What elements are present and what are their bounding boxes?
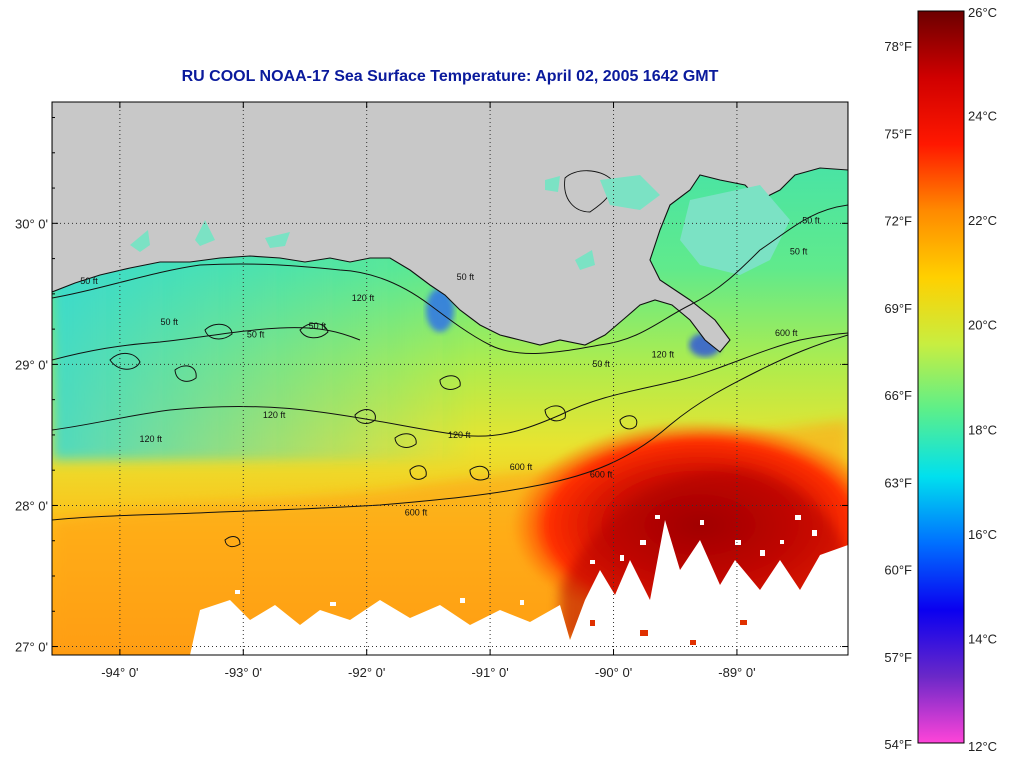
contour-label: 50 ft [80,276,98,286]
contour-label: 50 ft [790,246,808,256]
colorbar-fahrenheit-label: 66°F [884,388,912,403]
contour-label: 120 ft [263,410,286,420]
contour-label: 120 ft [448,430,471,440]
colorbar-celsius-label: 24°C [968,109,997,124]
lon-tick-label: -90° 0' [595,665,632,680]
grid-lines [52,102,848,655]
colorbar-celsius-label: 26°C [968,5,997,20]
colorbar-fahrenheit-label: 54°F [884,737,912,752]
colorbar-celsius-label: 20°C [968,318,997,333]
colorbar-fahrenheit-label: 69°F [884,301,912,316]
no-data-region [190,520,848,655]
colorbar-celsius-label: 16°C [968,527,997,542]
contour-label: 120 ft [352,293,375,303]
lon-tick-label: -91° 0' [471,665,508,680]
colorbar-fahrenheit-label: 63°F [884,475,912,490]
contour-label: 50 ft [592,359,610,369]
no-data-speckle [235,515,817,606]
land-mass-louisiana [52,102,848,353]
contour-label: 120 ft [652,349,675,359]
land-island [564,170,613,213]
bathymetry-contours [52,204,848,548]
contour-120ft [52,332,848,437]
lon-tick-label: -94° 0' [101,665,138,680]
map-plot-area: 50 ft 50 ft 50 ft 50 ft 50 ft 50 ft 50 ft 50 ft… [52,102,848,655]
colorbar-fahrenheit-label: 75°F [884,126,912,141]
map-frame [51,101,849,656]
axis-labels: -94° 0' -93° 0' -92° 0' -91° 0' -90° 0' -89° … [15,216,756,680]
lat-tick-label: 30° 0' [15,216,48,231]
lon-tick-label: -92° 0' [348,665,385,680]
colorbar-fahrenheit-label: 60°F [884,563,912,578]
lat-tick-label: 28° 0' [15,498,48,513]
lon-tick-label: -89° 0' [718,665,755,680]
contour-label: 50 ft [160,317,178,327]
contour-label: 50 ft [309,321,327,331]
colorbar-celsius-label: 22°C [968,213,997,228]
lon-tick-label: -93° 0' [225,665,262,680]
contour-label: 600 ft [405,507,428,517]
colorbar-fahrenheit-label: 57°F [884,650,912,665]
contour-label-layer: 50 ft 50 ft 50 ft 50 ft 50 ft 50 ft 50 ft 50 ft… [80,215,820,517]
contour-600ft [52,334,848,521]
colorbar-labels: 26°C 24°C 22°C 20°C 18°C 16°C 14°C 12°C 78°F 75°F… [884,5,997,754]
contour-label: 50 ft [802,215,820,225]
lat-tick-label: 29° 0' [15,357,48,372]
colorbar-celsius-label: 14°C [968,631,997,646]
colorbar-fahrenheit-label: 72°F [884,214,912,229]
contour-50ft-inner [52,327,361,361]
contour-label: 600 ft [775,328,798,338]
contour-50ft [52,204,848,354]
colorbar-celsius-label: 18°C [968,422,997,437]
colorbar [917,10,965,744]
contour-label: 50 ft [247,330,265,340]
lat-tick-label: 27° 0' [15,640,48,655]
cold-plume-atchafalaya [426,288,454,332]
inland-lakes [130,175,790,275]
axis-ticks [52,102,848,655]
contour-label: 600 ft [590,469,613,479]
contour-label: 50 ft [457,272,475,282]
contour-label: 600 ft [510,462,533,472]
contour-label: 120 ft [139,434,162,444]
colorbar-fahrenheit-label: 78°F [884,39,912,54]
colorbar-celsius-label: 12°C [968,739,997,754]
warm-spots [590,620,747,645]
map-title: RU COOL NOAA-17 Sea Surface Temperature:… [181,68,719,85]
